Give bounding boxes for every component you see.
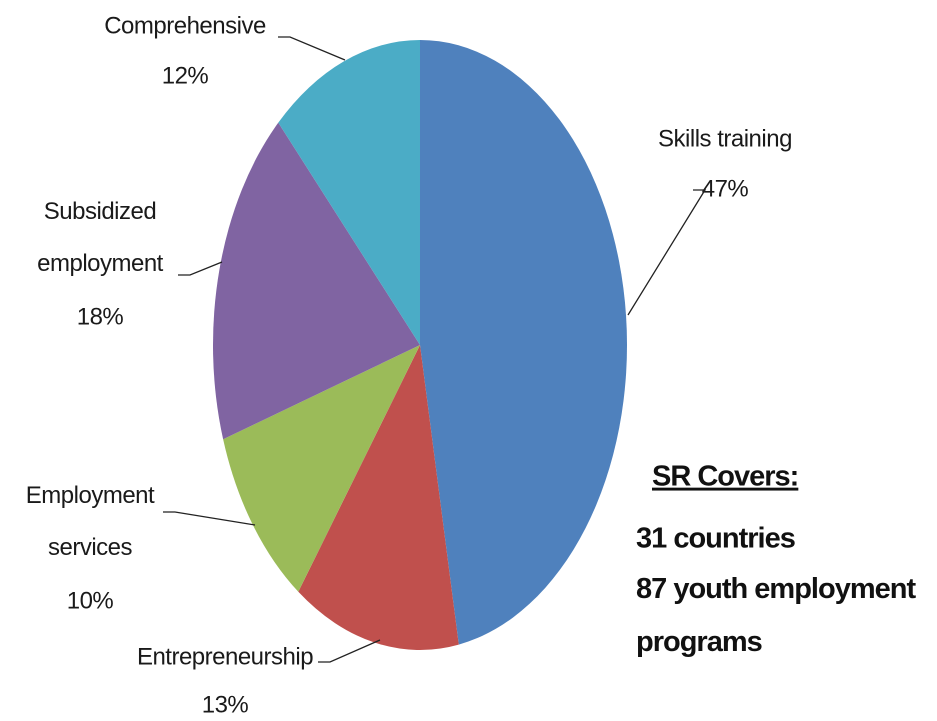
pie-slice — [213, 122, 420, 440]
leader-line — [278, 36, 346, 61]
leader-line — [318, 639, 381, 663]
annotation-heading: SR Covers: — [652, 461, 798, 493]
pie-slice — [298, 345, 459, 650]
leader-line — [178, 261, 223, 276]
value-label: 13% — [202, 691, 249, 718]
pie-slice — [278, 40, 420, 345]
category-label: Entrepreneurship — [137, 643, 313, 670]
value-label: 47% — [702, 175, 749, 202]
pie-slice — [420, 40, 627, 645]
value-label: 12% — [162, 62, 209, 89]
value-label: 18% — [77, 303, 124, 330]
category-label: Subsidized employment — [37, 198, 164, 277]
category-label: Employment services — [26, 482, 155, 561]
category-label: Skills training — [658, 125, 792, 152]
category-label: Comprehensive — [104, 12, 266, 39]
annotation-line: 87 youth employment programs — [636, 573, 916, 658]
leader-line — [627, 189, 707, 316]
pie-slice — [223, 345, 420, 592]
leader-line — [163, 511, 256, 526]
value-label: 10% — [67, 587, 114, 614]
annotation-line: 31 countries — [636, 523, 795, 555]
